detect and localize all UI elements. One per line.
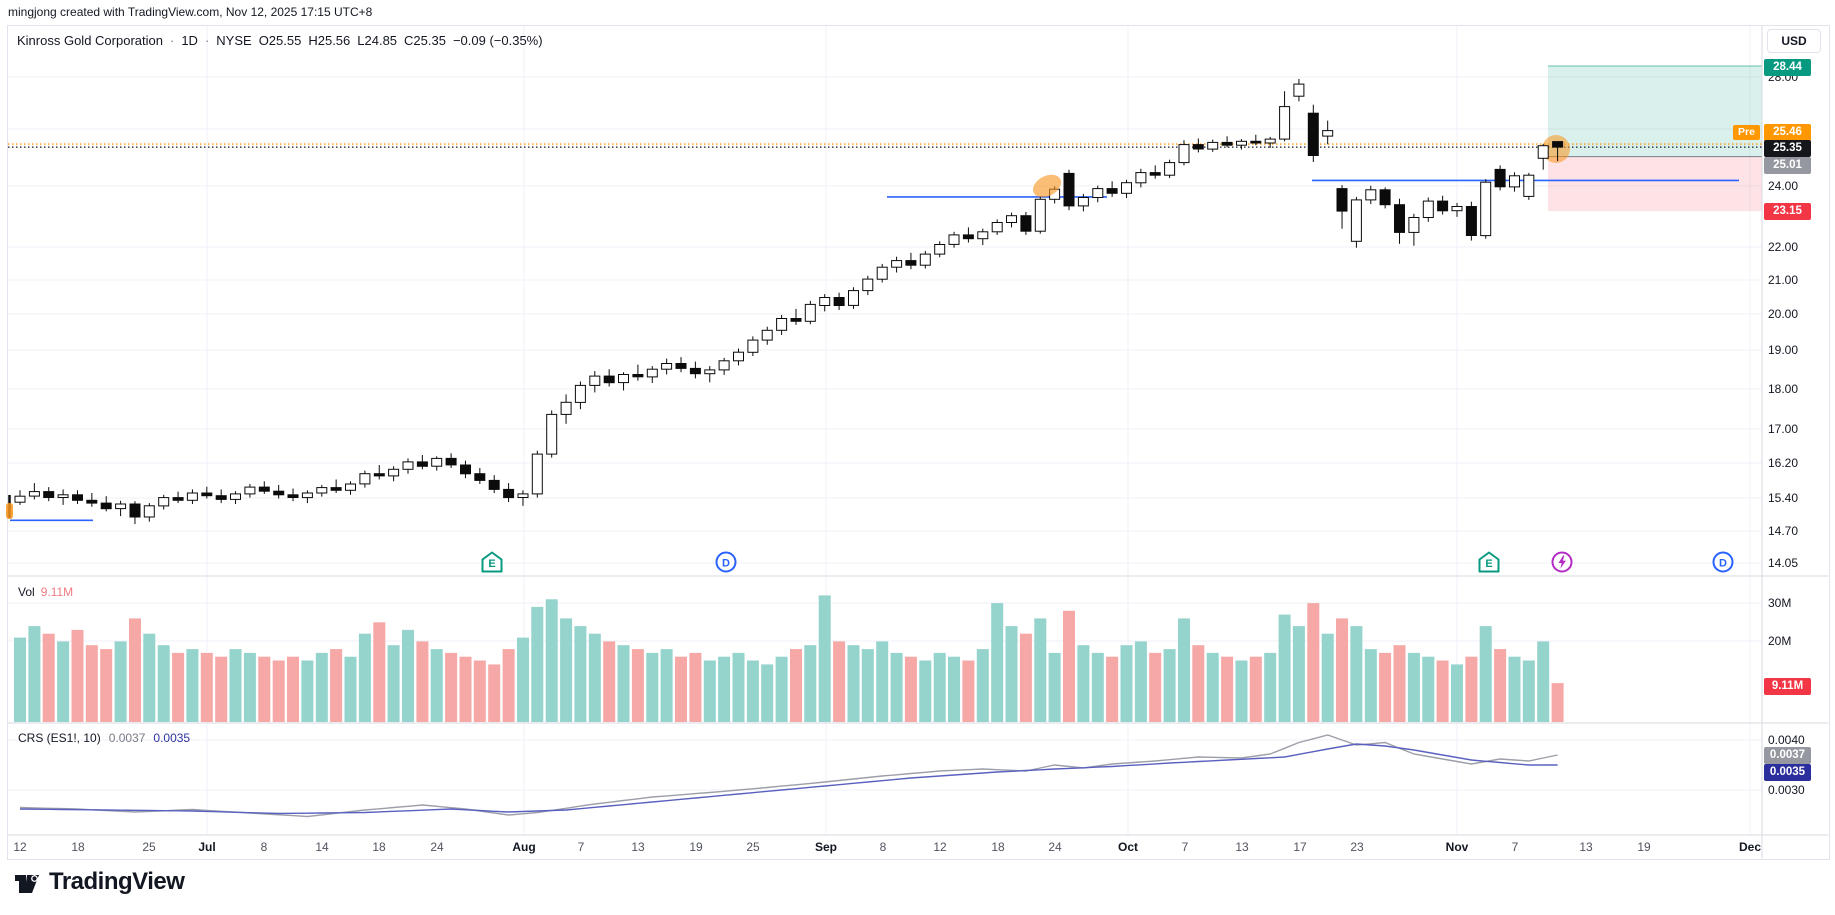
axis-tick-label: 16.20 (1768, 456, 1799, 470)
time-axis-day-label: 7 (577, 840, 585, 854)
time-axis-day-label: 7 (1511, 840, 1519, 854)
time-axis-day-label: 8 (879, 840, 887, 854)
volume-value: 9.11M (40, 585, 74, 599)
axis-tick-label: 0.0040 (1768, 733, 1805, 747)
svg-text:E: E (488, 558, 495, 570)
ohlc-open: O25.55 (258, 33, 302, 48)
indicator-pane-legend[interactable]: CRS (ES1!, 10) 0.0037 0.0035 (18, 731, 190, 745)
axis-tick-label: 19.00 (1768, 343, 1799, 357)
time-axis-day-label: 17 (1293, 840, 1307, 854)
svg-text:E: E (1485, 558, 1492, 570)
tradingview-logo-text: TradingView (49, 868, 185, 895)
axis-tick-label: 30M (1768, 596, 1792, 610)
interval-label[interactable]: 1D (181, 33, 198, 48)
axis-tick-label: 15.40 (1768, 491, 1799, 505)
time-axis-month-label: Sep (814, 840, 838, 854)
volume-pane-legend[interactable]: Vol 9.11M (18, 585, 73, 599)
time-axis-day-label: 25 (746, 840, 760, 854)
dividend-icon[interactable]: D (715, 551, 737, 573)
time-axis-day-label: 25 (142, 840, 156, 854)
svg-text:D: D (1719, 558, 1727, 570)
time-axis-month-label: Jul (198, 840, 216, 854)
time-axis-day-label: 12 (933, 840, 947, 854)
crs-fast-badge: 0.0037 (1764, 746, 1811, 764)
axis-tick-label: 14.70 (1768, 524, 1799, 538)
currency-chip[interactable]: USD (1767, 29, 1821, 53)
time-axis-day-label: 8 (260, 840, 268, 854)
axis-tick-label: 24.00 (1768, 179, 1799, 193)
ohlc-high: H25.56 (308, 33, 351, 48)
axis-tick-label: 20M (1768, 634, 1792, 648)
time-axis-day-label: 18 (71, 840, 85, 854)
premarket-chip: Pre (1733, 124, 1760, 140)
long-position-profit-zone[interactable] (1548, 66, 1762, 157)
breakout-highlight-ellipse[interactable] (1029, 170, 1065, 202)
clipped-orange-marker (6, 503, 13, 519)
crs-slow-line[interactable] (19, 743, 1558, 815)
volume-label: Vol (18, 585, 35, 599)
entry-price-badge: 25.01 (1764, 156, 1811, 174)
time-axis-day-label: 24 (1048, 840, 1062, 854)
time-axis-month-label: Dec (1738, 840, 1762, 854)
axis-tick-label: 17.00 (1768, 422, 1799, 436)
long-position-loss-zone[interactable] (1548, 156, 1762, 212)
attribution-text: mingjong created with TradingView.com, N… (8, 5, 373, 19)
time-axis-day-label: 13 (1579, 840, 1593, 854)
axis-tick-label: 14.05 (1768, 556, 1799, 570)
symbol-header[interactable]: Kinross Gold Corporation · 1D · NYSE O25… (17, 33, 543, 48)
time-axis-day-label: 13 (1235, 840, 1249, 854)
time-axis-day-label: 23 (1350, 840, 1364, 854)
flash-icon[interactable] (1551, 551, 1573, 573)
exchange-label: NYSE (216, 33, 252, 48)
time-axis-day-label: 7 (1181, 840, 1189, 854)
crs-slow-badge: 0.0035 (1764, 763, 1811, 781)
time-axis-month-label: Nov (1445, 840, 1469, 854)
time-axis-month-label: Aug (512, 840, 536, 854)
volume-series (14, 595, 1564, 723)
indicator-name: CRS (ES1!, 10) (18, 731, 101, 745)
dividend-icon[interactable]: D (1712, 551, 1734, 573)
last-price-badge: 25.35 (1764, 139, 1811, 157)
earnings-icon[interactable]: E (481, 551, 503, 573)
change-label: −0.09 (−0.35%) (452, 33, 543, 48)
currency-label: USD (1781, 34, 1807, 48)
time-axis-day-label: 13 (631, 840, 645, 854)
header-separator: · (204, 33, 210, 48)
time-axis-day-label: 19 (1637, 840, 1651, 854)
earnings-icon[interactable]: E (1478, 551, 1500, 573)
tradingview-logo-icon (15, 875, 39, 893)
axis-tick-label: 18.00 (1768, 382, 1799, 396)
axis-tick-label: 22.00 (1768, 240, 1799, 254)
indicator-fast-value: 0.0037 (108, 731, 146, 745)
target-price-badge: 28.44 (1764, 58, 1811, 76)
symbol-title[interactable]: Kinross Gold Corporation (17, 33, 163, 48)
tradingview-logo[interactable]: TradingView (13, 868, 185, 896)
time-axis-day-label: 12 (13, 840, 27, 854)
crs-fast-line[interactable] (19, 734, 1558, 818)
time-axis-day-label: 19 (689, 840, 703, 854)
volume-badge: 9.11M (1764, 677, 1811, 695)
premarket-price-badge: 25.46 (1764, 123, 1811, 141)
indicator-slow-value: 0.0035 (153, 731, 191, 745)
time-axis-day-label: 18 (991, 840, 1005, 854)
time-axis-day-label: 18 (372, 840, 386, 854)
axis-tick-label: 0.0030 (1768, 783, 1805, 797)
axis-tick-label: 20.00 (1768, 307, 1799, 321)
header-separator: · (169, 33, 175, 48)
ohlc-close: C25.35 (404, 33, 446, 48)
axis-tick-label: 21.00 (1768, 273, 1799, 287)
time-axis-day-label: 14 (315, 840, 329, 854)
svg-text:D: D (722, 558, 730, 570)
time-axis-month-label: Oct (1117, 840, 1139, 854)
ohlc-low: L24.85 (357, 33, 398, 48)
premarket-label: Pre (1738, 126, 1755, 138)
time-axis-day-label: 24 (430, 840, 444, 854)
stop-price-badge: 23.15 (1764, 202, 1811, 220)
candlestick-series (14, 79, 1564, 525)
